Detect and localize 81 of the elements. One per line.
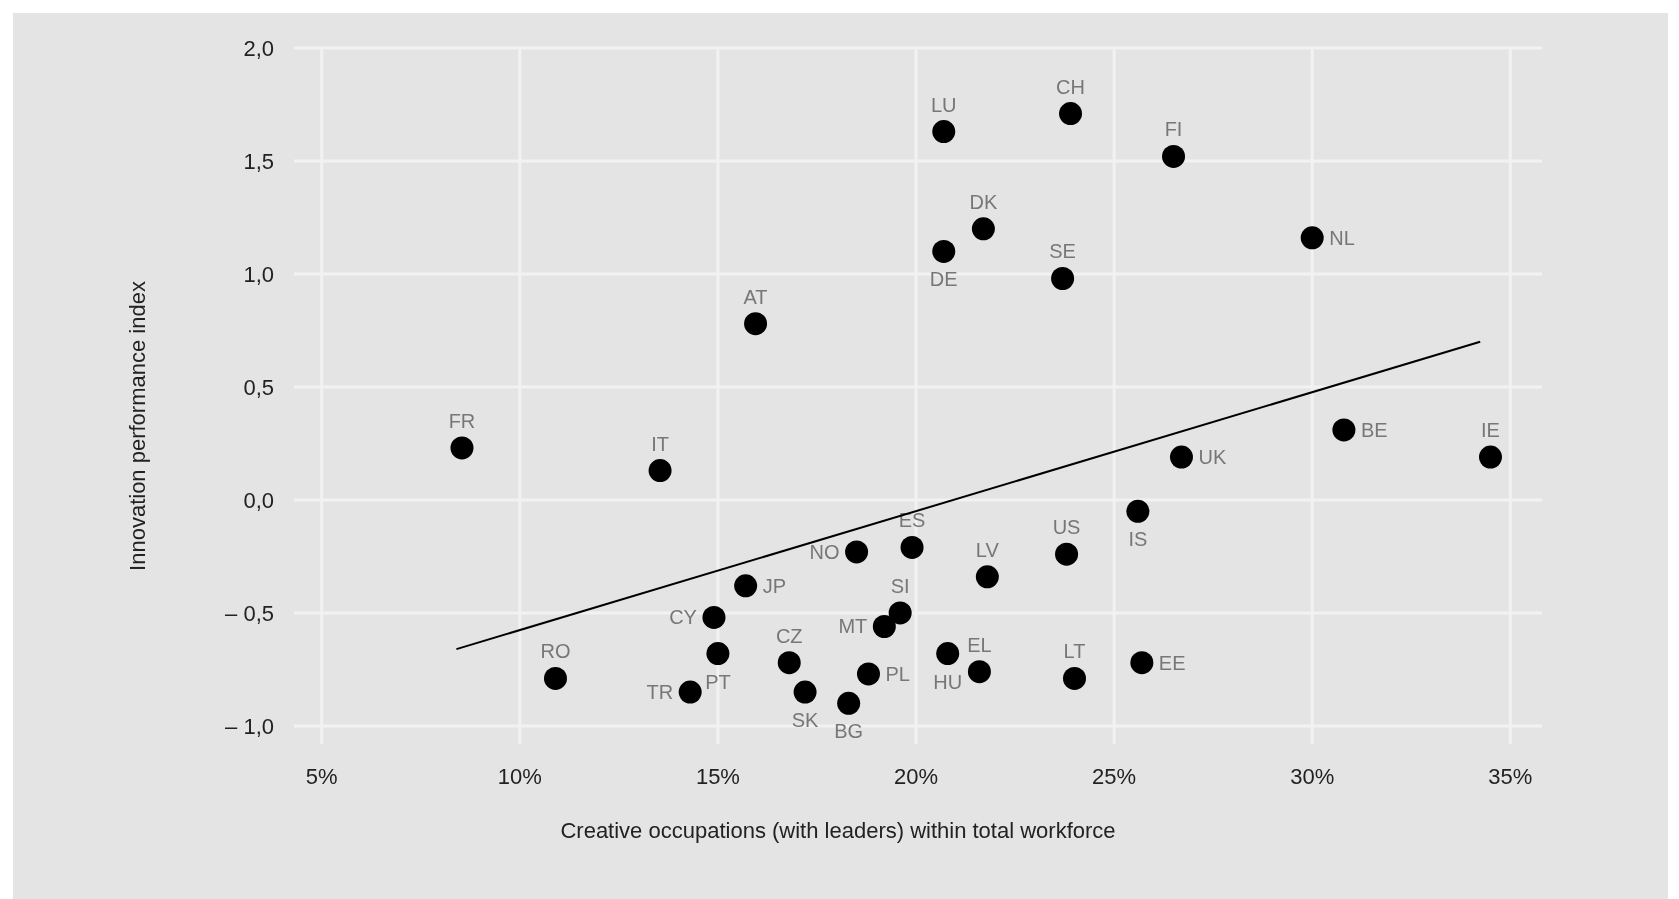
x-tick-label: 25%: [1092, 764, 1137, 789]
x-tick-label: 10%: [497, 764, 542, 789]
data-label: BG: [834, 720, 864, 743]
data-label: PL: [885, 662, 910, 685]
data-label: CH: [1056, 75, 1085, 98]
point: [1162, 144, 1186, 168]
point: [1300, 226, 1324, 250]
data-label: DE: [929, 268, 958, 291]
point: [648, 459, 672, 483]
y-tick-label: 2,0: [243, 36, 274, 61]
data-label: SK: [791, 709, 820, 732]
data-label: JP: [762, 574, 786, 597]
point: [1059, 102, 1083, 126]
data-label: UK: [1198, 446, 1227, 469]
point: [936, 642, 960, 666]
point: [888, 601, 912, 625]
point: [793, 680, 817, 704]
x-tick-label: 30%: [1290, 764, 1335, 789]
x-tick-label: 35%: [1488, 764, 1533, 789]
data-label: HU: [933, 670, 963, 693]
point: [744, 312, 768, 336]
x-tick-label: 15%: [695, 764, 740, 789]
data-label: LT: [1063, 640, 1086, 663]
point: [543, 666, 567, 690]
data-label: PT: [705, 670, 731, 693]
data-label: MT: [838, 615, 868, 638]
y-tick-label: 1,5: [243, 148, 274, 174]
point: [706, 642, 730, 666]
data-label: LU: [930, 93, 957, 116]
data-label: IE: [1481, 419, 1500, 442]
point: [967, 660, 991, 684]
data-label: FI: [1164, 118, 1183, 141]
point: [1130, 651, 1154, 675]
data-label: EE: [1158, 651, 1186, 674]
point: [1055, 542, 1079, 566]
point: [1332, 418, 1356, 442]
data-label: SE: [1049, 240, 1076, 263]
point: [450, 436, 474, 460]
data-label: BE: [1360, 418, 1388, 441]
x-tick-label: 20%: [894, 764, 939, 789]
point: [845, 540, 869, 564]
data-label: NL: [1329, 226, 1355, 249]
point: [932, 120, 956, 144]
y-axis-title: Innovation performance index: [125, 281, 150, 571]
point: [1169, 445, 1193, 469]
point: [932, 239, 956, 263]
x-tick-label: 5%: [305, 764, 338, 789]
data-label: CY: [669, 606, 697, 629]
y-tick-label: – 0,5: [225, 600, 274, 626]
point: [971, 217, 995, 241]
data-label: CZ: [775, 624, 803, 647]
point: [872, 614, 896, 638]
data-label: US: [1052, 516, 1081, 539]
data-label: IS: [1128, 528, 1148, 551]
point: [734, 574, 758, 598]
x-axis-title: Creative occupations (with leaders) within total workforce: [560, 818, 1116, 843]
data-label: LV: [975, 538, 1000, 561]
data-label: AT: [743, 285, 768, 308]
point: [1126, 499, 1150, 523]
y-tick-label: 0,0: [243, 487, 274, 513]
y-tick-label: 0,5: [243, 374, 274, 400]
data-label: EL: [967, 633, 992, 656]
data-label: RO: [540, 640, 571, 663]
y-tick-label: – 1,0: [225, 713, 274, 739]
point: [1051, 266, 1075, 290]
y-tick-label: 1,0: [243, 261, 274, 287]
point: [777, 651, 801, 675]
point: [856, 662, 880, 686]
point: [678, 680, 702, 704]
data-label: IT: [651, 432, 669, 455]
point: [1063, 666, 1086, 690]
point: [837, 691, 861, 715]
data-label: NO: [809, 540, 840, 563]
point: [702, 605, 726, 629]
data-label: TR: [646, 681, 674, 704]
point: [975, 565, 999, 589]
data-label: SI: [890, 574, 910, 597]
data-label: DK: [969, 190, 998, 213]
point: [1479, 445, 1502, 469]
point: [900, 535, 924, 559]
data-label: FR: [448, 409, 476, 432]
